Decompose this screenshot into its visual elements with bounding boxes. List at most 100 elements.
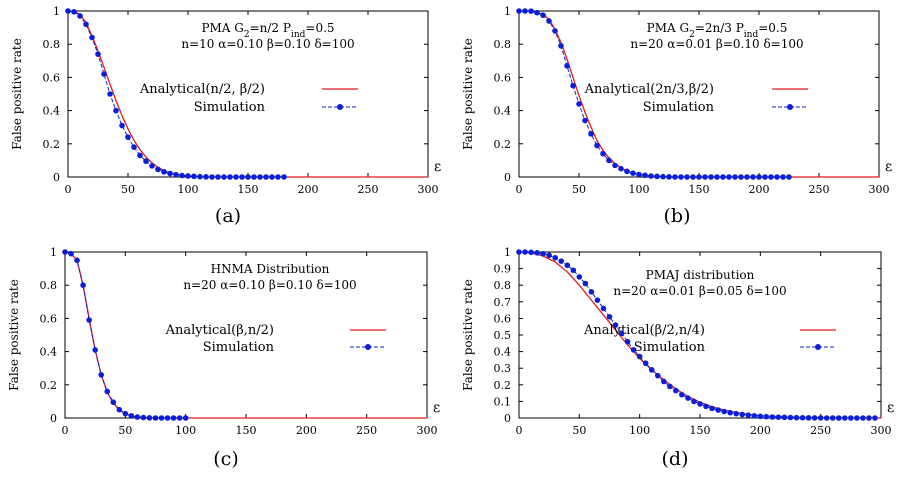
x-tick-label: 100 [175,424,196,437]
legend-swatch-point [337,104,343,110]
panel-caption: (c) [213,448,238,470]
data-point [714,174,720,180]
annotation-line-2: n=20 α=0.01 β=0.05 δ=100 [613,284,786,298]
x-tick-label: 0 [516,424,523,437]
legend-swatch-point [787,104,793,110]
data-point [83,21,89,28]
data-point [89,34,95,41]
data-point [672,174,678,180]
annotation-line-2: n=10 α=0.10 β=0.10 δ=100 [181,37,354,51]
data-point [762,174,768,180]
data-point [642,172,648,179]
data-point [709,405,715,412]
y-tick-label: 0.8 [40,279,58,292]
y-tick-label: 0.3 [494,362,512,375]
data-point [588,131,594,137]
x-tick-label: 50 [121,183,135,196]
panel-caption: (d) [662,448,689,470]
data-point [107,91,113,97]
y-tick-label: 0.2 [40,379,58,392]
data-point [618,165,624,172]
data-point [738,174,744,180]
x-tick-label: 200 [298,183,319,196]
data-point [751,413,758,419]
data-point [697,401,703,407]
y-axis-label: False positive rate [7,279,21,391]
data-point [546,18,552,24]
data-point [128,413,135,419]
data-point [763,413,770,420]
y-tick-label: 0 [53,171,60,184]
data-point [781,414,788,421]
data-point [860,415,866,421]
x-tick-label: 0 [65,183,72,196]
y-axis-label: False positive rate [10,38,24,150]
data-point [534,9,540,16]
data-point [780,174,786,180]
data-point [612,162,618,169]
data-point [775,414,782,420]
data-point [269,174,275,180]
data-point [673,387,679,394]
y-tick-label: 0.2 [494,379,512,392]
x-tick-label: 0 [62,424,69,437]
data-point [215,174,221,180]
data-point [152,415,159,421]
y-tick-label: 0.6 [40,312,58,325]
y-axis-label: False positive rate [461,279,475,391]
data-point [823,415,830,421]
annotation-line-2: n=20 α=0.01 β=0.10 δ=100 [630,37,803,51]
y-tick-label: 1 [504,246,511,259]
data-point [576,274,583,280]
data-point [116,406,123,413]
x-tick-label: 150 [689,183,710,196]
data-point [654,173,660,180]
data-point [516,8,522,14]
y-tick-label: 0.2 [494,138,512,151]
y-tick-label: 0.6 [494,71,512,84]
data-point [98,372,104,378]
data-point [708,174,714,180]
y-tick-label: 0.6 [494,312,512,325]
data-point [155,166,161,173]
x-tick-label: 200 [296,424,317,437]
data-point [756,174,762,180]
data-point [666,174,672,180]
data-point [179,172,185,179]
x-tick-label: 100 [629,183,650,196]
x-tick-label: 50 [118,424,132,437]
data-point [257,174,263,180]
data-point [715,407,721,413]
data-point [811,415,818,421]
x-tick-label: 150 [690,424,711,437]
data-point [552,28,558,34]
data-point [239,174,245,180]
data-point [582,280,589,287]
data-point [80,282,86,289]
data-point [588,289,595,295]
data-point [684,174,690,180]
legend-label: Simulation [634,340,706,355]
y-tick-label: 0.5 [494,329,512,342]
data-point [744,174,750,180]
data-point [182,415,189,421]
data-point [233,174,239,180]
x-tick-label: 300 [869,183,890,196]
data-point [721,408,727,415]
data-point [842,415,848,421]
data-point [185,173,191,179]
data-point [582,117,588,124]
chart-panel-a: 0 50 100 150 200 250 300 0 0.2 0.4 0.6 0.8 1 False po… [10,5,441,227]
x-tick-label: 100 [178,183,199,196]
x-tick-label: 100 [629,424,650,437]
data-point [164,415,171,421]
x-tick-label: 150 [236,424,257,437]
chart-panel-d: 0 50 100 150 200 250 300 0 0.1 0.2 0.3 0.4 0.5 0.6 0.7… [461,246,894,470]
x-tick-label: 0 [516,183,523,196]
data-point [95,51,101,57]
data-point [570,267,577,274]
data-point [745,412,752,418]
x-tick-label: 250 [356,424,377,437]
data-point [528,249,534,256]
